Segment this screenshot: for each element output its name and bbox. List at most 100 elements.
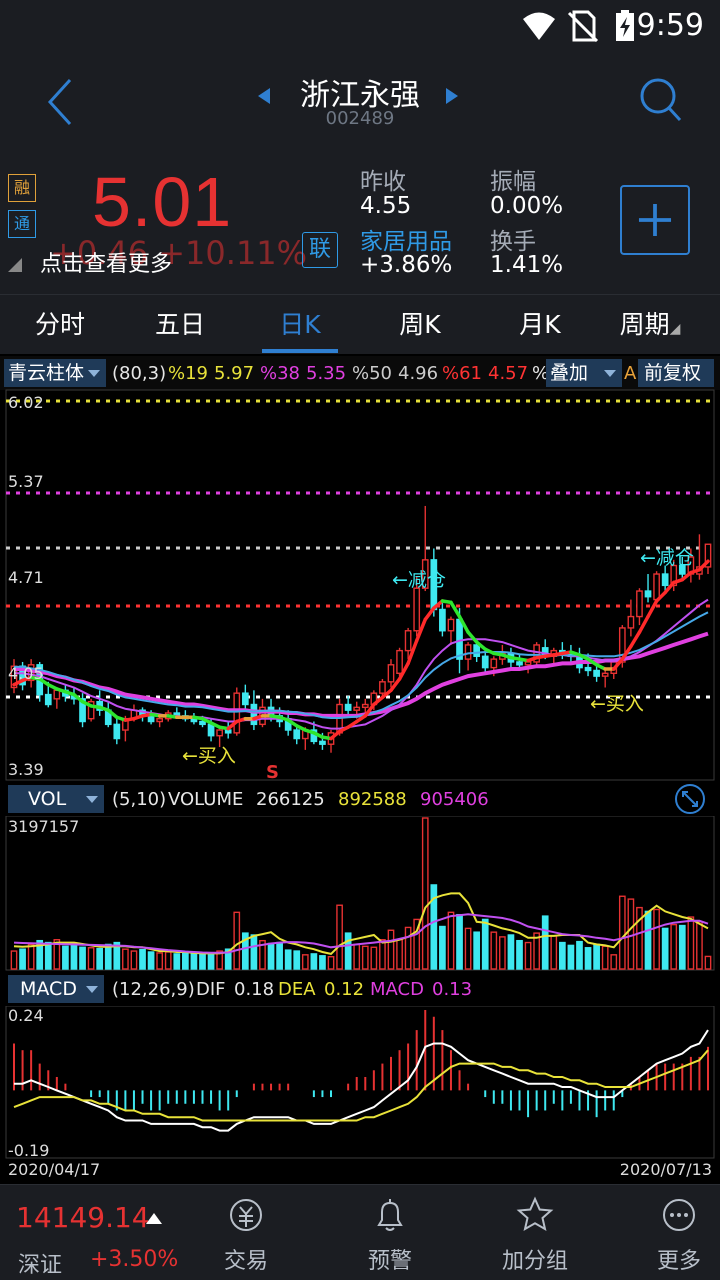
candle-body [456,618,463,660]
tab-monthly-k[interactable]: 月K [519,310,561,339]
tab-five-day[interactable]: 五日 [154,310,205,339]
adjust-button[interactable]: 前复权 [638,359,714,387]
candle-body [516,661,523,666]
macd-value: 0.13 [432,979,473,1000]
volume-ma5-value: 892588 [338,789,407,810]
tab-period[interactable]: 周期◢ [590,295,710,355]
sector-link[interactable]: 家居用品 [360,229,452,255]
ma-fast-segment [423,606,436,622]
price-axis-level2: 5.37 [8,472,44,491]
back-icon[interactable] [40,74,80,130]
tab-weekly-k[interactable]: 周K [399,310,441,339]
volume-bar [276,941,283,970]
ma-fast-segment [680,570,693,582]
nav-add-group[interactable]: 加分组 [487,1195,583,1275]
candle-body [618,627,626,663]
macd-dif-line [14,1029,709,1132]
candle-body [361,703,369,709]
volume-bar [636,906,643,970]
volume-bar [413,918,421,970]
volume-bar [439,925,446,970]
volume-bar [301,954,309,970]
overlay-select[interactable]: 叠加 [546,359,622,387]
volume-bar [87,947,95,970]
related-button[interactable]: 联 [302,232,338,268]
candle-body [379,681,386,694]
volume-bar [19,948,26,970]
status-bar: 9:59 [0,0,720,52]
macd-dif-label: DIF [196,979,226,1000]
volume-indicator-bar: VOL (5,10) VOLUME 266125 892588 905406 [0,782,720,816]
active-tab-underline [262,349,338,353]
tab-intraday[interactable]: 分时 [34,310,85,339]
margin-badge: 融 [8,174,36,202]
level4-label: %61 [442,363,483,384]
search-icon[interactable] [636,74,684,124]
index-name[interactable]: 深证 [18,1253,63,1278]
nav-more[interactable]: 更多 [631,1195,720,1275]
add-watchlist-icon[interactable] [620,185,690,255]
main-indicator-name: 青云柱体 [8,362,85,384]
current-price: 5.01 [92,163,233,241]
ma-fast-segment [654,590,667,603]
main-indicator-params: (80,3) [112,363,167,384]
prev-close-value: 4.55 [360,193,412,219]
volume-bar [293,950,301,970]
trade-icon [230,1199,262,1231]
amplitude-value: 0.00% [490,193,564,219]
index-value[interactable]: 14149.14 [16,1201,150,1234]
nav-alert[interactable]: 预警 [342,1195,438,1275]
ma-fast-segment [612,657,625,671]
stock-chart[interactable]: 6.02 5.37 4.71 4.05 3.39 ←买入 ←买入 ←减仓 ←减仓… [0,354,720,1184]
macd-label: MACD [370,979,424,1000]
volume-panel-frame [5,815,715,971]
candle-body [156,717,164,723]
volume-indicator-select[interactable]: VOL [8,785,104,813]
candle-body [473,644,481,657]
date-start: 2020/04/17 [8,1160,100,1179]
prev-stock-arrow-icon[interactable] [258,88,270,104]
sell-signal: S [266,762,279,783]
volume-bar [661,927,669,970]
tab-period-label: 周期 [619,310,670,339]
volume-bar [139,948,146,970]
volume-bar [344,932,352,970]
status-time: 9:59 [636,8,704,43]
ma-fast-segment [457,614,470,634]
level2-label: %38 [260,363,301,384]
nav-trade[interactable]: 交易 [198,1195,294,1275]
candle [704,543,712,575]
volume-bar [199,953,206,970]
dropdown-icon [88,370,100,377]
volume-bar [267,942,275,970]
connect-badge: 通 [8,210,36,238]
price-axis-level4: 4.05 [8,664,44,683]
macd-dea-label: DEA [278,979,316,1000]
candle [558,642,566,660]
buy-signal-1: ←买入 [182,745,236,767]
volume-bar [104,943,112,970]
volume-bar [216,950,223,970]
wifi-icon [523,12,555,40]
volume-bar [44,941,52,970]
candle-body [113,723,121,740]
volume-bar [601,945,609,970]
candle-body [661,573,669,587]
buy-signal-2: ←买入 [590,693,644,715]
volume-bar [533,932,540,970]
volume-bar [122,948,129,970]
see-more-link[interactable]: 点击查看更多 [40,252,173,277]
volume-bar [618,895,626,970]
main-indicator-select[interactable]: 青云柱体 [4,359,106,387]
candle-body [79,698,86,723]
ma-fast-segment [406,638,419,666]
candle [404,627,412,660]
volume-bar [370,946,378,970]
turnover-value: 1.41% [490,252,564,278]
next-stock-arrow-icon[interactable] [446,88,458,104]
macd-indicator-select[interactable]: MACD [8,975,104,1003]
level4-value: 4.57 [488,363,529,384]
price-axis-max: 6.02 [8,393,44,412]
tab-daily-k[interactable]: 日K [279,310,321,339]
expand-icon[interactable] [674,783,706,815]
